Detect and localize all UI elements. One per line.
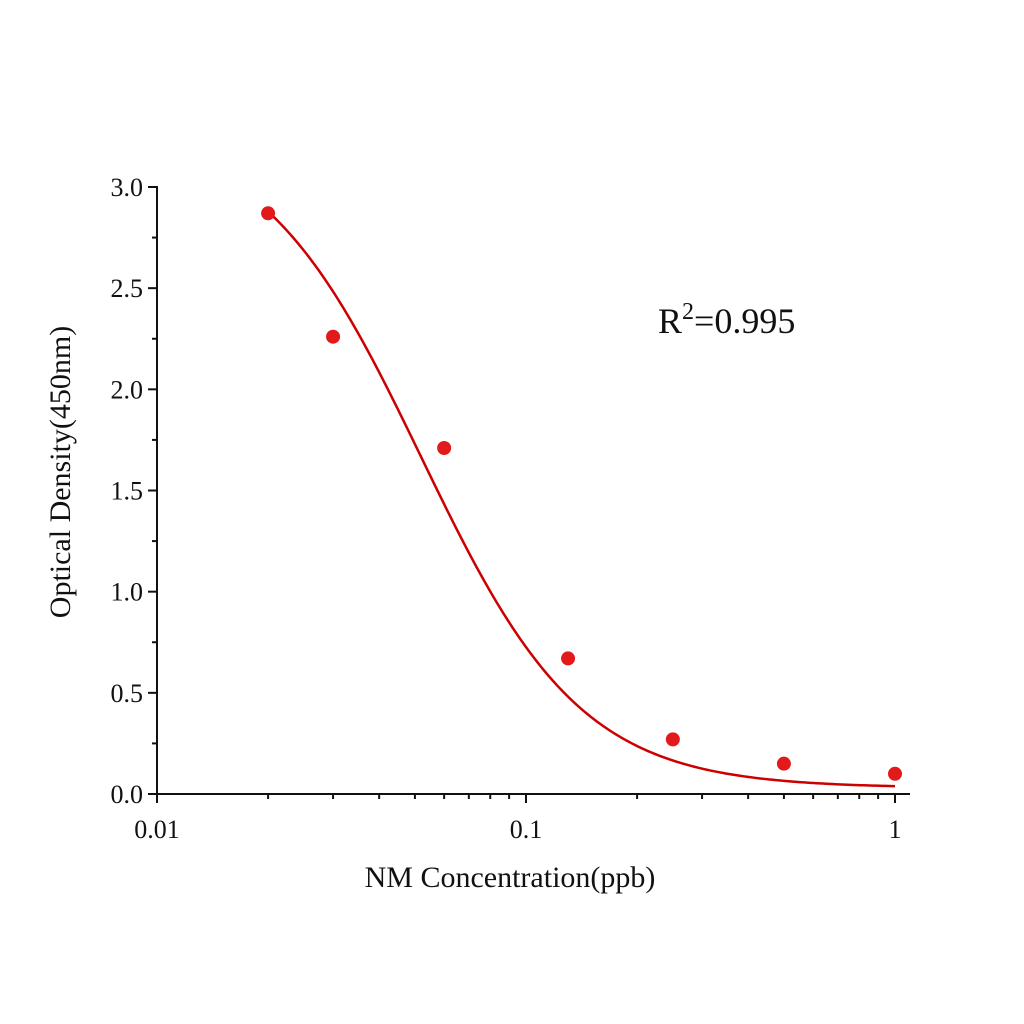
- data-point: [326, 329, 341, 344]
- r-squared-annotation: R2=0.995: [658, 299, 795, 341]
- x-axis-ticks: 0.01 0.1 1: [134, 794, 902, 844]
- x-tick-label: 1: [889, 815, 902, 844]
- data-point: [437, 441, 452, 456]
- x-tick-label: 0.1: [510, 815, 543, 844]
- y-tick-label: 2.0: [111, 375, 144, 404]
- x-tick-label: 0.01: [134, 815, 180, 844]
- r-squared-superscript: 2: [682, 299, 694, 325]
- fit-curve: [267, 210, 896, 788]
- y-tick-label: 1.5: [111, 477, 144, 506]
- y-tick-label: 0.5: [111, 679, 144, 708]
- data-point: [561, 651, 576, 666]
- y-axis-title: Optical Density(450nm): [44, 326, 77, 618]
- y-tick-label: 1.0: [111, 578, 144, 607]
- data-point: [888, 766, 902, 781]
- y-tick-label: 3.0: [111, 173, 144, 202]
- x-axis-title: NM Concentration(ppb): [365, 861, 656, 894]
- r-squared-value: =0.995: [694, 301, 795, 341]
- data-point: [776, 756, 791, 771]
- plot-area: 0.0 0.5 1.0 1.5 2.0 2.5 3.0 0.01 0.1 1: [111, 173, 910, 844]
- data-point: [665, 732, 680, 747]
- y-tick-label: 2.5: [111, 274, 144, 303]
- data-points: [261, 206, 902, 781]
- y-axis-ticks: 0.0 0.5 1.0 1.5 2.0 2.5 3.0: [111, 173, 157, 809]
- data-point: [261, 206, 276, 221]
- r-squared-prefix: R: [658, 301, 682, 341]
- y-tick-label: 0.0: [111, 780, 144, 809]
